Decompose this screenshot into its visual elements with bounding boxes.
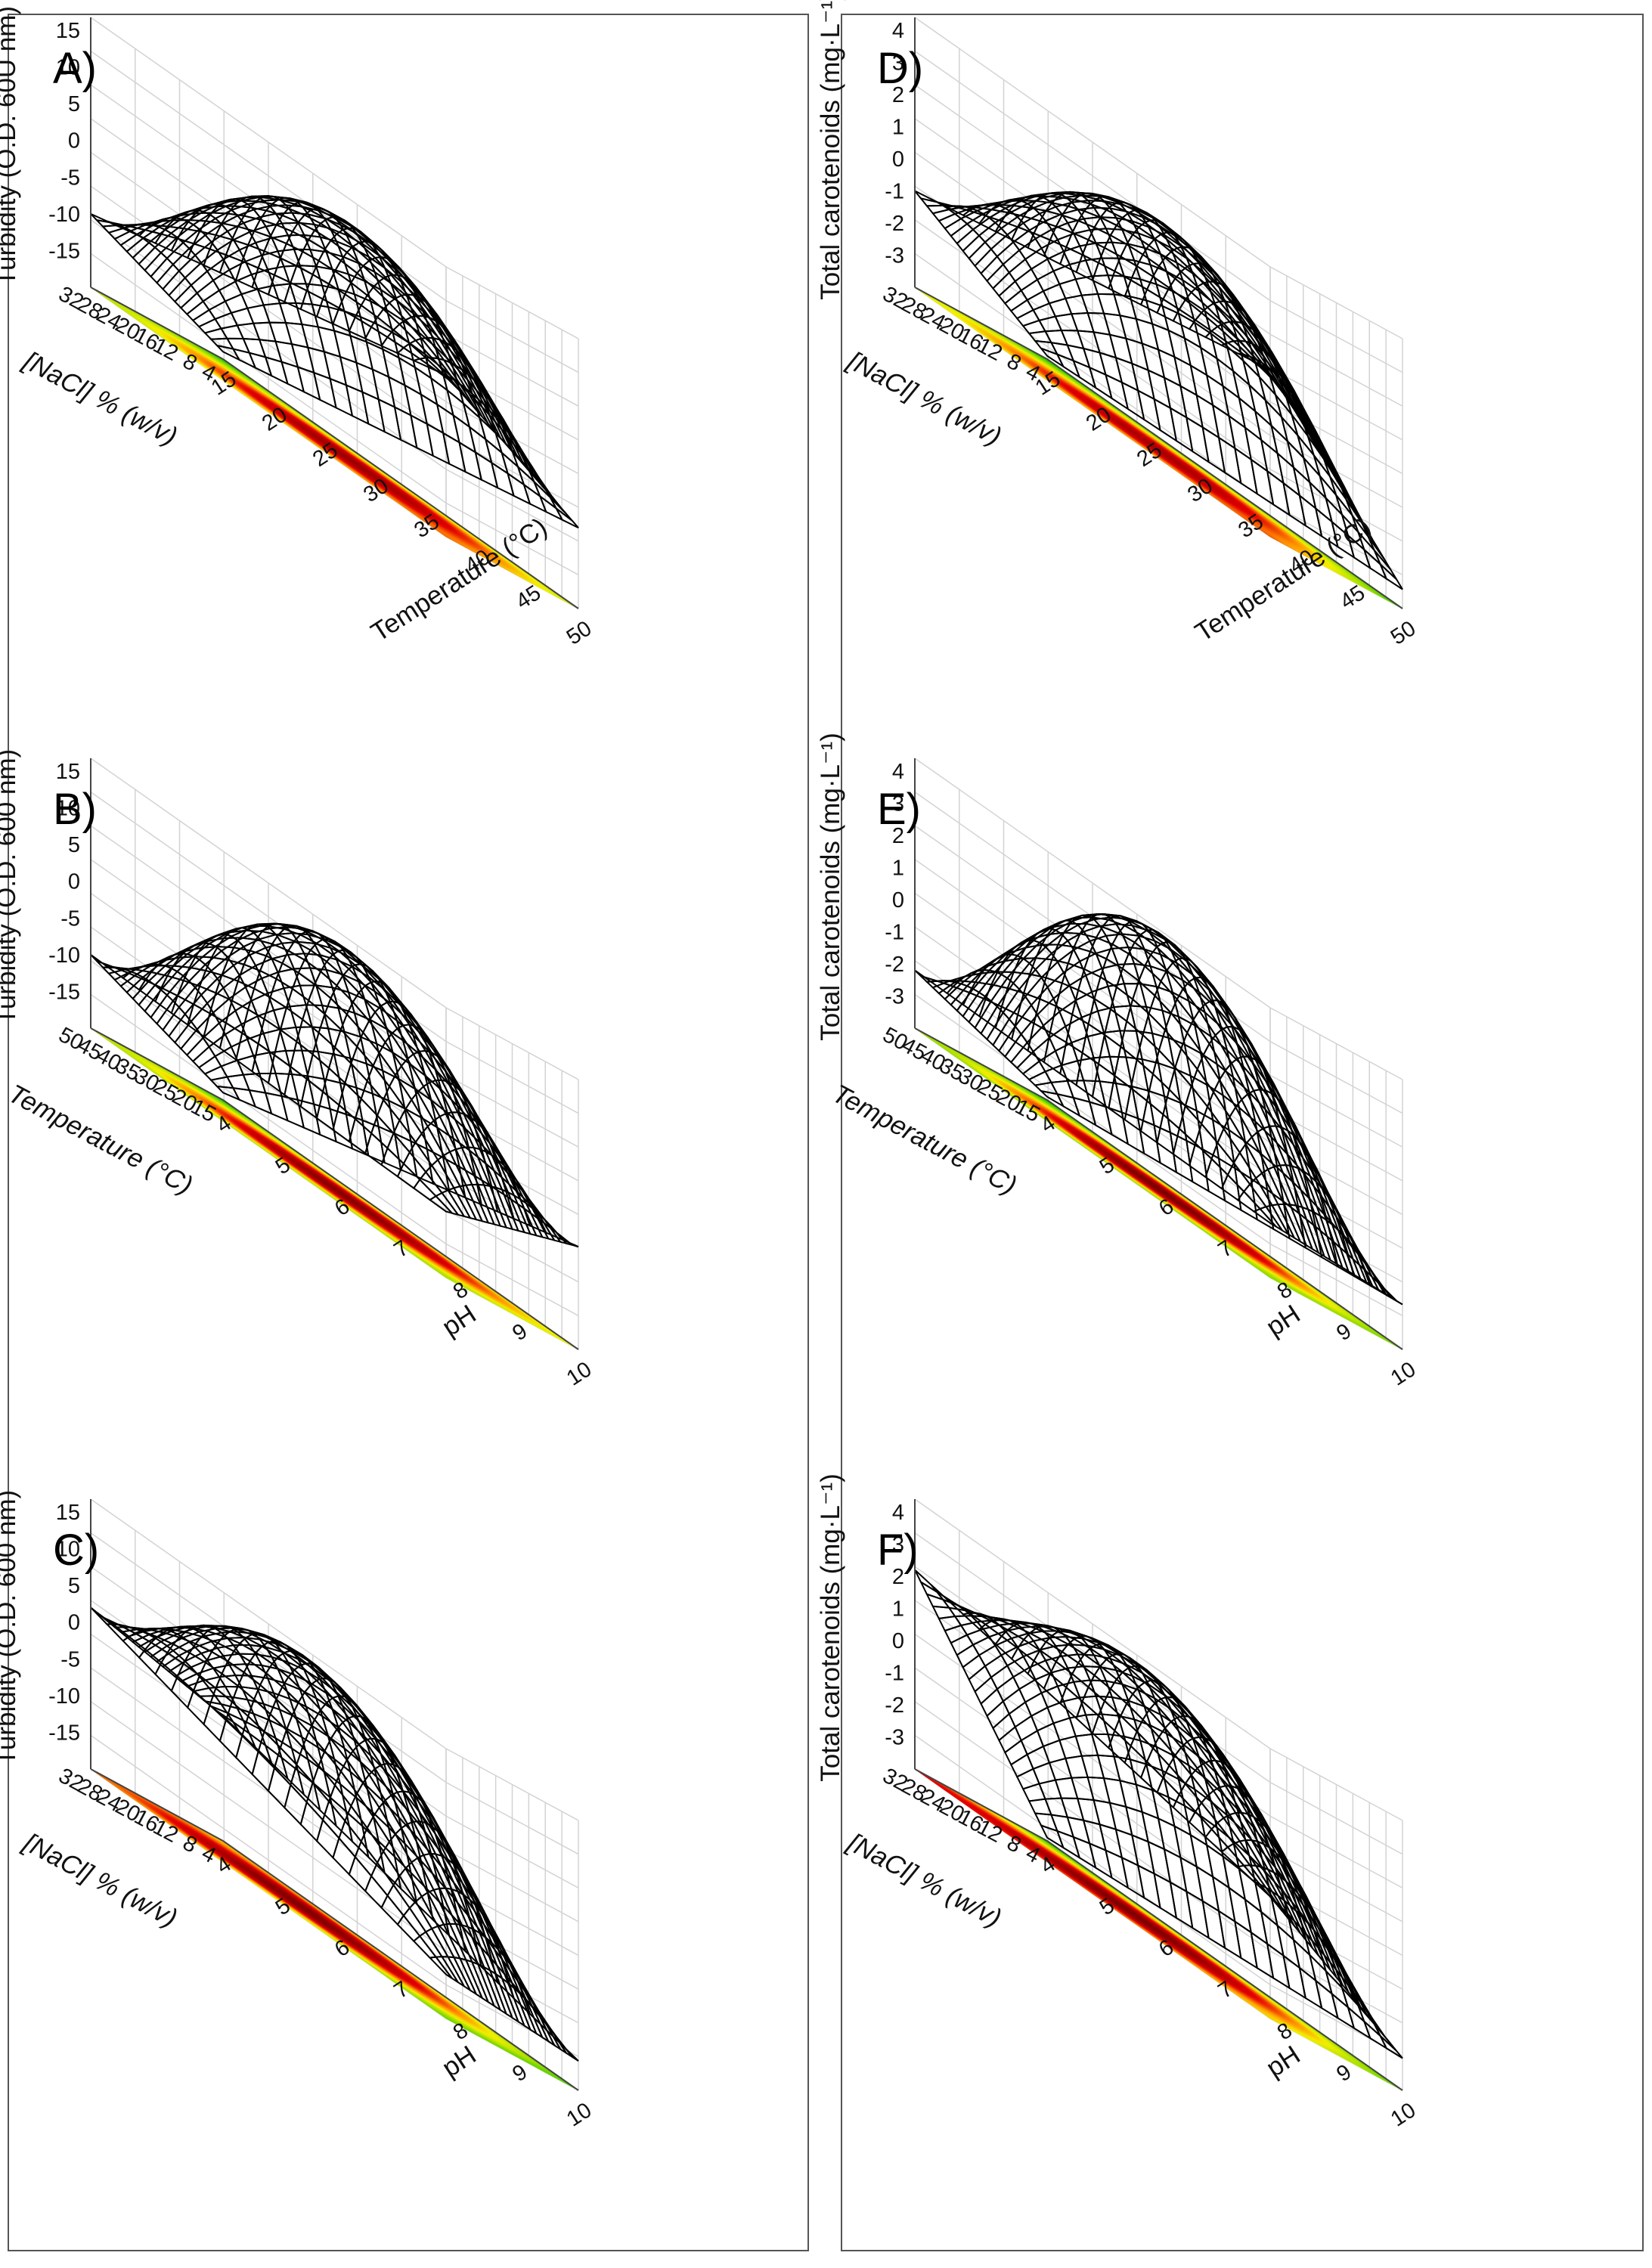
surface-cell	[274, 1006, 296, 1029]
surface-cell	[225, 294, 247, 313]
surface-cell	[151, 259, 173, 283]
panel-a-turbidity-nacl-temperature: 151050-5-10-1532282420161284152025303540…	[38, 30, 794, 786]
surface-cell	[317, 299, 339, 324]
surface-cell	[454, 415, 476, 452]
surface-cell	[284, 1067, 306, 1107]
grid-walls	[91, 1499, 578, 2090]
x-axis-title: [NaCl] % (w/v)	[18, 345, 182, 451]
surface-cell	[442, 1190, 464, 1216]
y-tick-label: 10	[563, 1357, 596, 1390]
y-tick-label: 50	[563, 616, 596, 649]
surface-cell	[405, 318, 427, 339]
z-tick-label: 5	[68, 92, 80, 116]
panel-b-turbidity-temperature-ph: 151050-5-10-15504540353025201545678910Tu…	[38, 771, 794, 1527]
surface-cell	[268, 267, 290, 286]
surface-cell	[244, 950, 266, 971]
z-tick-label: -15	[48, 239, 80, 263]
z-tick-label: -15	[48, 980, 80, 1004]
panel-label: B)	[53, 785, 97, 834]
surface-cell	[431, 378, 453, 415]
surface-cell	[115, 231, 137, 245]
panel-c-turbidity-nacl-ph: 151050-5-10-153228242016128445678910Turb…	[38, 1512, 794, 2268]
surface-cell	[485, 439, 507, 473]
surface-cell	[247, 305, 269, 323]
z-axis-title: Turbidity (O.D. 600 nm)	[0, 749, 21, 1024]
surface-cell	[231, 308, 253, 326]
y-axis-title: pH	[437, 1299, 482, 1342]
z-axis-title: Turbidity (O.D. 60U nm)	[0, 6, 21, 286]
surface-cell	[272, 235, 294, 251]
z-tick-label: 15	[56, 760, 80, 784]
surface-cell	[175, 1021, 197, 1049]
surface-cell	[145, 253, 167, 277]
surface-cell	[253, 1052, 275, 1074]
panel-label: A)	[53, 44, 97, 93]
surface-cell	[301, 1079, 323, 1118]
z-tick-label: -10	[48, 203, 80, 227]
surface-cell	[423, 1083, 445, 1117]
surface-cell	[253, 268, 274, 294]
z-tick-label: 15	[56, 19, 80, 43]
surface-cell	[133, 243, 155, 264]
y-tick-label: 9	[508, 1319, 532, 1346]
surface-cell	[242, 245, 264, 268]
surface-cell	[470, 427, 491, 463]
surface-cell	[296, 1020, 318, 1055]
y-axis-line	[223, 359, 578, 609]
z-tick-label: -10	[48, 943, 80, 968]
surface-cell	[387, 1029, 409, 1063]
z-tick-label: 5	[68, 833, 80, 857]
y-axis-line	[223, 1100, 578, 1349]
z-tick-label: -5	[60, 166, 80, 190]
surface-cell	[254, 219, 276, 237]
z-tick-label: 0	[68, 870, 80, 894]
z-tick-label: 0	[68, 129, 80, 153]
surface-cell	[415, 367, 437, 404]
surface-cell	[127, 238, 149, 258]
surface-cell	[432, 1160, 454, 1190]
z-tick-label: -5	[60, 906, 80, 931]
grid-walls	[91, 17, 578, 609]
